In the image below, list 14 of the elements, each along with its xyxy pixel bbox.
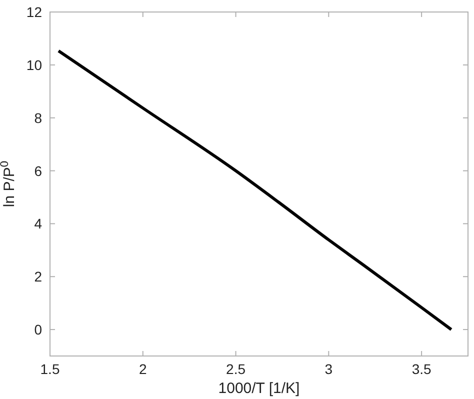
x-tick-label: 3.5 — [412, 361, 432, 377]
y-tick-label: 6 — [34, 162, 42, 179]
y-tick-label: 2 — [34, 268, 42, 285]
y-tick-label: 4 — [34, 216, 42, 232]
x-tick-label: 3 — [324, 361, 333, 377]
x-axis-title: 1000/T [1/K] — [218, 380, 300, 397]
y-tick-label: 8 — [34, 110, 42, 126]
line-series — [57, 49, 453, 332]
y-tick-label: 0 — [34, 322, 42, 338]
x-tick-label: 1.5 — [40, 361, 60, 377]
x-tick-label: 2.5 — [226, 361, 246, 377]
y-tick-label: 12 — [26, 4, 42, 20]
x-tick-label: 2 — [138, 361, 147, 377]
y-tick-label: 10 — [26, 56, 42, 73]
